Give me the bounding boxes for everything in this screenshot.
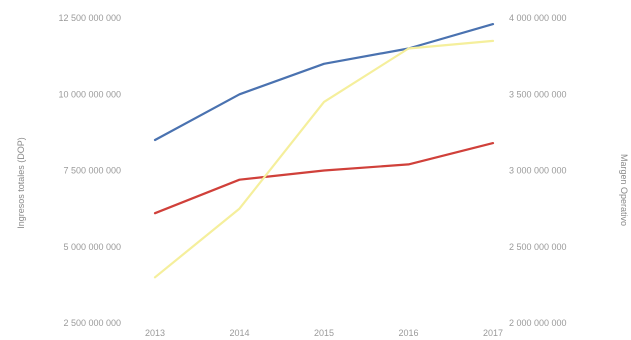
tick-layer: 2 500 000 000 5 000 000 000 7 500 000 000 1… [58, 13, 566, 338]
left-tick-label: 2 500 000 000 [63, 318, 121, 328]
left-tick-label: 5 000 000 000 [63, 242, 121, 252]
left-tick-label: 10 000 000 000 [58, 89, 121, 99]
series-line-1 [153, 23, 495, 142]
right-tick-label: 3 000 000 000 [509, 166, 567, 176]
x-tick-label: 2015 [314, 328, 334, 338]
right-tick-label: 4 000 000 000 [509, 13, 567, 23]
x-tick-label: 2016 [398, 328, 418, 338]
right-tick-label: 3 500 000 000 [509, 89, 567, 99]
series-layer [153, 23, 495, 279]
right-tick-label: 2 000 000 000 [509, 318, 567, 328]
right-tick-label: 2 500 000 000 [509, 242, 567, 252]
x-tick-label: 2014 [229, 328, 249, 338]
left-axis-title: Ingresos totales (DOP) [16, 137, 26, 229]
x-tick-label: 2017 [483, 328, 503, 338]
series-line-3 [153, 39, 495, 279]
left-tick-label: 12 500 000 000 [58, 13, 121, 23]
right-axis-title: Margen Operativo [619, 154, 629, 226]
x-tick-label: 2013 [145, 328, 165, 338]
left-tick-label: 7 500 000 000 [63, 166, 121, 176]
series-line-2 [153, 142, 495, 215]
